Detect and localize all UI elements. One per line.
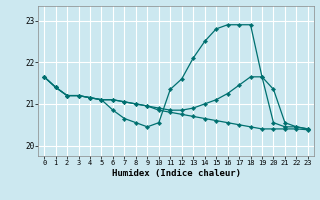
X-axis label: Humidex (Indice chaleur): Humidex (Indice chaleur) xyxy=(111,169,241,178)
